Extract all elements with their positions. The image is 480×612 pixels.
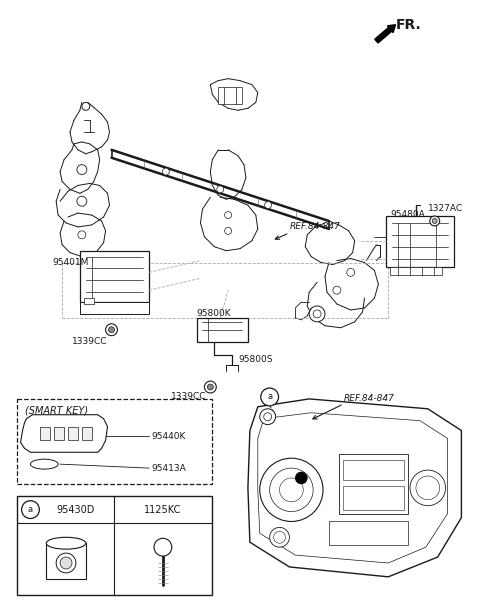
Circle shape bbox=[22, 501, 39, 518]
Text: 95800S: 95800S bbox=[238, 355, 273, 364]
Text: REF.84-847: REF.84-847 bbox=[289, 222, 340, 231]
Circle shape bbox=[261, 388, 278, 406]
Text: 95800K: 95800K bbox=[196, 310, 231, 318]
Circle shape bbox=[225, 212, 231, 218]
Polygon shape bbox=[21, 415, 108, 452]
Bar bbox=[339, 454, 408, 513]
Circle shape bbox=[217, 186, 224, 193]
Bar bbox=[329, 521, 408, 545]
Circle shape bbox=[264, 412, 272, 420]
Circle shape bbox=[77, 165, 87, 174]
Bar bbox=[343, 460, 404, 480]
Bar bbox=[218, 86, 242, 105]
Bar bbox=[17, 399, 212, 484]
Circle shape bbox=[162, 168, 169, 175]
Bar bbox=[40, 427, 50, 441]
Circle shape bbox=[260, 409, 276, 425]
Circle shape bbox=[77, 196, 87, 206]
Text: 1125KC: 1125KC bbox=[144, 505, 181, 515]
Ellipse shape bbox=[46, 537, 86, 549]
Circle shape bbox=[270, 528, 289, 547]
Bar bbox=[46, 543, 86, 579]
Circle shape bbox=[430, 216, 440, 226]
Text: 95430D: 95430D bbox=[57, 505, 95, 515]
Circle shape bbox=[432, 218, 437, 223]
Text: 95480A: 95480A bbox=[390, 209, 425, 218]
Circle shape bbox=[82, 102, 90, 110]
Circle shape bbox=[309, 306, 325, 322]
Circle shape bbox=[260, 458, 323, 521]
Circle shape bbox=[416, 476, 440, 500]
Circle shape bbox=[106, 324, 118, 335]
Circle shape bbox=[333, 286, 341, 294]
Polygon shape bbox=[248, 399, 461, 577]
Bar bbox=[68, 427, 78, 441]
Text: 1339CC: 1339CC bbox=[171, 392, 206, 401]
Circle shape bbox=[225, 228, 231, 234]
Circle shape bbox=[347, 269, 355, 277]
Circle shape bbox=[270, 468, 313, 512]
Circle shape bbox=[279, 478, 303, 502]
Bar bbox=[390, 267, 442, 275]
Bar bbox=[84, 298, 94, 304]
Text: REF.84-847: REF.84-847 bbox=[344, 394, 395, 403]
Bar bbox=[17, 496, 212, 595]
Bar bbox=[196, 318, 248, 341]
Circle shape bbox=[204, 381, 216, 393]
Text: a: a bbox=[28, 505, 33, 514]
Circle shape bbox=[108, 327, 114, 333]
Text: (SMART KEY): (SMART KEY) bbox=[24, 406, 88, 416]
Circle shape bbox=[207, 384, 213, 390]
Circle shape bbox=[78, 231, 86, 239]
Bar bbox=[80, 302, 149, 314]
Text: 1327AC: 1327AC bbox=[428, 204, 463, 212]
Circle shape bbox=[274, 531, 286, 543]
Bar bbox=[82, 427, 92, 441]
Text: 95440K: 95440K bbox=[151, 432, 185, 441]
Ellipse shape bbox=[30, 459, 58, 469]
Text: 1339CC: 1339CC bbox=[72, 337, 108, 346]
Circle shape bbox=[56, 553, 76, 573]
Bar bbox=[54, 427, 64, 441]
Circle shape bbox=[154, 539, 172, 556]
Bar bbox=[386, 216, 454, 267]
Bar bbox=[343, 486, 404, 510]
Circle shape bbox=[410, 470, 445, 506]
Bar bbox=[80, 251, 149, 302]
FancyArrow shape bbox=[375, 24, 396, 43]
Circle shape bbox=[295, 472, 307, 484]
Text: 95401M: 95401M bbox=[52, 258, 89, 267]
Circle shape bbox=[264, 201, 272, 209]
Text: a: a bbox=[267, 392, 272, 401]
Circle shape bbox=[313, 310, 321, 318]
Text: FR.: FR. bbox=[396, 18, 422, 32]
Text: 95413A: 95413A bbox=[151, 464, 186, 472]
Circle shape bbox=[60, 557, 72, 569]
